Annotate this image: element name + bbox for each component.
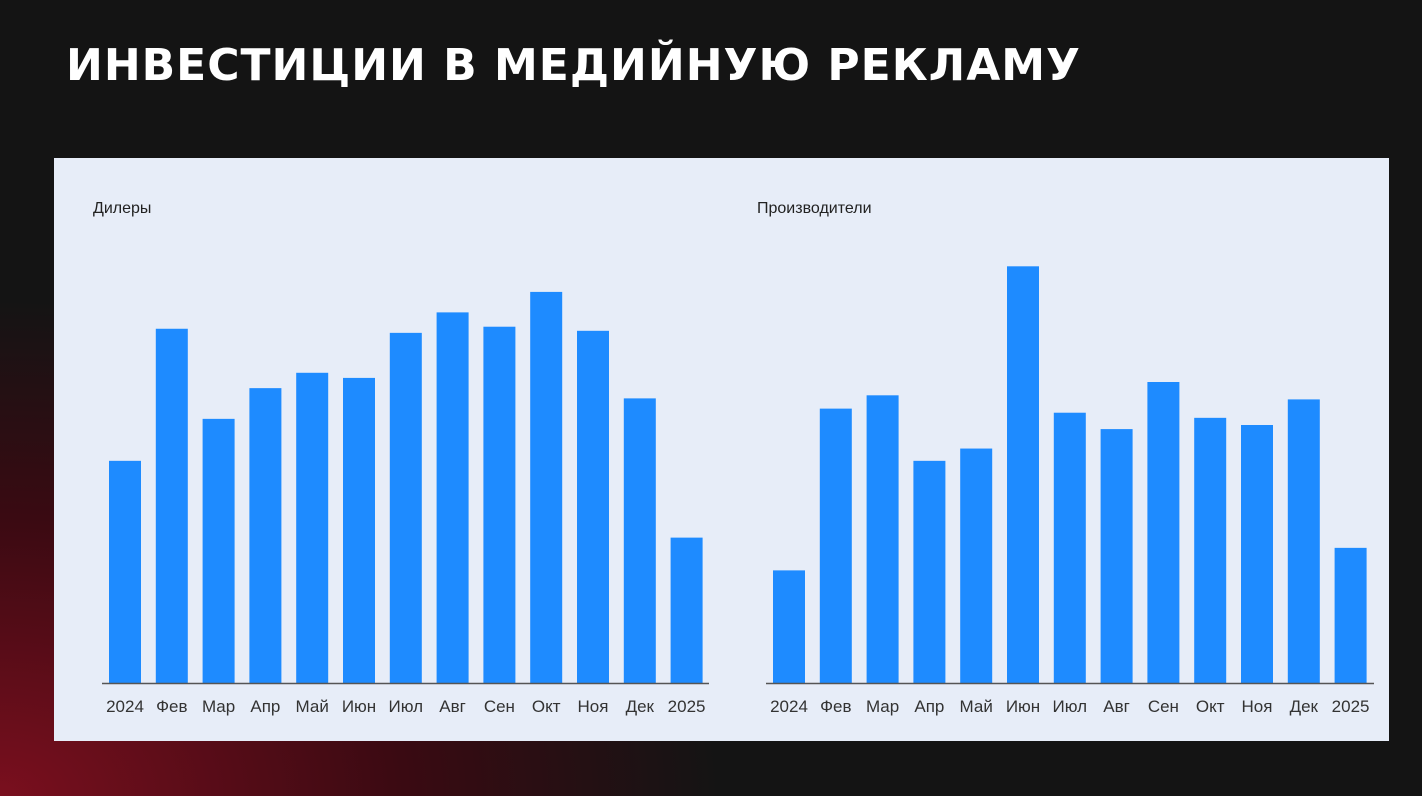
bar-manufacturers-3 — [913, 460, 946, 683]
x-tick-label: Дек — [1290, 697, 1319, 716]
bar-dealers-1 — [155, 328, 188, 683]
bar-dealers-4 — [296, 372, 329, 683]
x-tick-label: 2025 — [668, 697, 706, 716]
x-tick-label: Ноя — [578, 697, 609, 716]
x-tick-label: Июл — [1053, 697, 1088, 716]
chart-manufacturers: 2024 Фев Мар Апр Май Июн Июл Авг Сен Окт Ноя Дек 202… — [766, 266, 1374, 716]
bar-manufacturers-2 — [866, 395, 899, 683]
x-tick-label: Мар — [866, 697, 899, 716]
bar-manufacturers-0 — [773, 570, 805, 683]
chart-title-dealers: Дилеры — [93, 200, 152, 217]
bar-manufacturers-9 — [1194, 417, 1227, 683]
x-tick-label: Июл — [389, 697, 424, 716]
bar-manufacturers-8 — [1147, 382, 1180, 683]
bar-dealers-11 — [623, 398, 656, 683]
bar-dealers-3 — [249, 388, 282, 683]
x-tick-label: Авг — [439, 697, 466, 716]
bar-dealers-6 — [389, 332, 422, 683]
x-tick-label: Май — [960, 697, 993, 716]
bar-dealers-7 — [436, 312, 469, 683]
x-tick-label: Фев — [156, 697, 187, 716]
bar-manufacturers-12 — [1334, 547, 1367, 683]
page-title: ИНВЕСТИЦИИ В МЕДИЙНУЮ РЕКЛАМУ — [66, 40, 1081, 91]
bar-dealers-9 — [530, 291, 563, 683]
x-tick-label: Дек — [626, 697, 655, 716]
bar-manufacturers-5 — [1007, 266, 1039, 683]
x-tick-label: Окт — [532, 697, 561, 716]
x-tick-label: Июн — [342, 697, 376, 716]
bar-dealers-10 — [577, 330, 609, 683]
x-tick-label: 2024 — [770, 697, 808, 716]
x-tick-label: Мар — [202, 697, 235, 716]
x-tick-label: Май — [296, 697, 329, 716]
bar-manufacturers-11 — [1287, 399, 1320, 683]
x-tick-label: Сен — [1148, 697, 1179, 716]
bar-dealers-5 — [343, 377, 375, 683]
bar-manufacturers-1 — [819, 408, 852, 683]
x-tick-label: Июн — [1006, 697, 1040, 716]
bar-charts-svg: 2024 Фев Мар Апр Май Июн Июл Авг Сен Окт Ноя Дек 202… — [102, 266, 1374, 716]
x-tick-label: Апр — [250, 697, 280, 716]
bar-manufacturers-7 — [1100, 429, 1133, 683]
x-tick-label: Окт — [1196, 697, 1225, 716]
bar-manufacturers-10 — [1241, 425, 1273, 683]
bar-dealers-2 — [202, 418, 235, 683]
bar-dealers-8 — [483, 326, 516, 683]
bar-manufacturers-4 — [960, 448, 993, 683]
bar-dealers-12 — [670, 537, 703, 683]
x-tick-label: Апр — [914, 697, 944, 716]
x-tick-label: 2025 — [1332, 697, 1370, 716]
chart-dealers: 2024 Фев Мар Апр Май Июн Июл Авг Сен Окт Ноя Дек 202… — [102, 291, 709, 716]
bar-manufacturers-6 — [1053, 412, 1086, 683]
bar-dealers-0 — [109, 460, 141, 683]
x-tick-label: Фев — [820, 697, 851, 716]
x-tick-label: Сен — [484, 697, 515, 716]
charts-panel: Дилеры Производители 2024 Фев Мар Апр Май Июн… — [54, 158, 1389, 741]
x-tick-label: Авг — [1103, 697, 1130, 716]
chart-title-manufacturers: Производители — [757, 200, 872, 217]
x-tick-label: Ноя — [1242, 697, 1273, 716]
x-tick-label: 2024 — [106, 697, 144, 716]
